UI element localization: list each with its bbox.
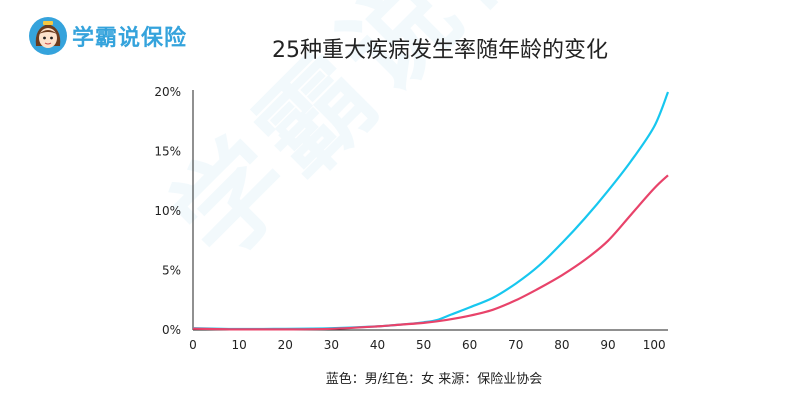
x-tick-label: 0	[189, 338, 197, 352]
brand-name: 学霸说保险	[72, 26, 188, 51]
x-tick-label: 40	[370, 338, 385, 352]
source-note: 蓝色：男/红色：女 来源：保险业协会	[325, 372, 543, 387]
chart-title: 25种重大疾病发生率随年龄的变化	[272, 38, 608, 63]
y-tick-label: 0%	[162, 323, 181, 337]
series-line-1	[192, 91, 670, 331]
y-tick-label: 5%	[162, 264, 181, 278]
series-line-2	[192, 174, 669, 331]
y-tick-label: 15%	[154, 145, 181, 159]
chart-series	[192, 91, 670, 331]
x-tick-label: 70	[508, 338, 523, 352]
x-tick-label: 20	[278, 338, 293, 352]
x-tick-label: 60	[462, 338, 477, 352]
x-tick-label: 50	[416, 338, 431, 352]
x-tick-label: 80	[554, 338, 569, 352]
x-tick-label: 10	[231, 338, 246, 352]
y-tick-label: 10%	[154, 204, 181, 218]
cartoon-girl-avatar-icon	[29, 17, 67, 55]
logo: 学霸说保险	[28, 14, 187, 58]
chart-axes: 0% 5% 10% 15% 20% 0 10 20 30 40 50 60 70 80 90 100	[154, 85, 668, 352]
y-tick-label: 20%	[154, 85, 181, 99]
x-tick-label: 100	[643, 338, 666, 352]
x-tick-label: 90	[600, 338, 615, 352]
x-tick-label: 30	[324, 338, 339, 352]
